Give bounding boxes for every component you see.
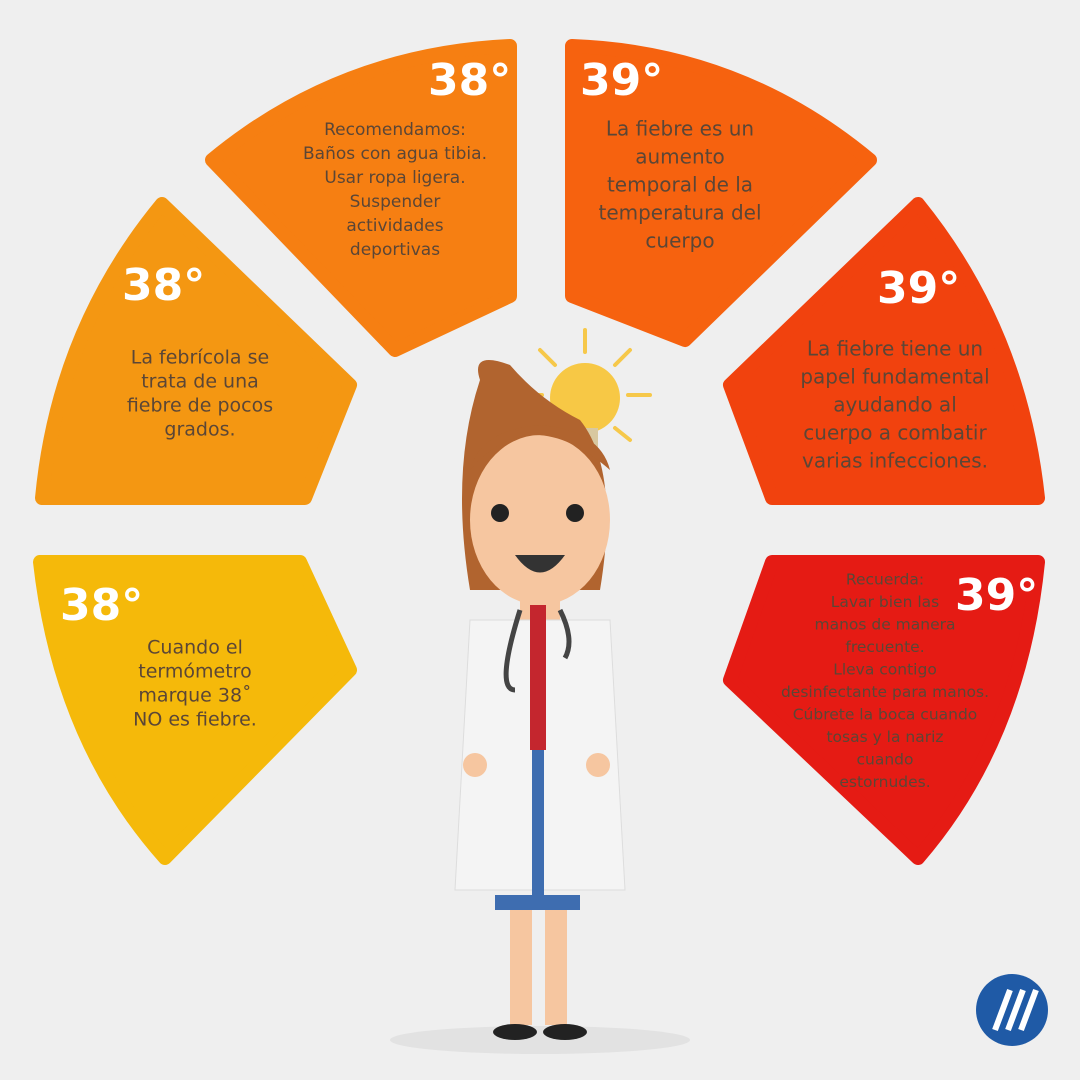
segment-text: ayudando al [833,393,957,417]
segment-text: temperatura del [598,201,761,225]
segment-shape [205,39,517,357]
segment-text: desinfectante para manos. [781,683,989,701]
temperature: 39° [877,263,960,314]
segment-text: Recomendamos: [324,120,466,140]
segment-text: papel fundamental [800,365,989,389]
segment-text: NO es fiebre. [133,709,257,731]
segment-text: Recuerda: [846,571,924,589]
logo [976,974,1048,1046]
segment-text: termómetro [138,661,251,683]
doctor [390,328,690,1054]
segment-shape [723,197,1045,505]
segment-text: varias infecciones. [802,449,988,473]
segment-text: aumento [635,145,724,169]
temperature: 39° [955,570,1038,621]
segment-text: La fiebre es un [606,117,754,141]
segment-text: Usar ropa ligera. [324,168,465,188]
segment-text: estornudes. [839,773,930,791]
segment-text: Cuando el [147,637,243,659]
segment-text: cuando [857,751,914,769]
temperature: 38° [122,260,205,311]
segment-text: Lavar bien las [831,593,939,611]
segment-shape [565,39,877,347]
segment-shape [35,197,357,505]
segment-text: frecuente. [845,638,924,656]
segment-text: La fiebre tiene un [807,337,983,361]
temperature: 38° [428,55,511,106]
temperature: 38° [60,580,143,631]
segment-text: cuerpo a combatir [803,421,987,445]
segment-shape [723,555,1045,865]
segment-text: temporal de la [607,173,753,197]
segment-text: tosas y la nariz [826,728,943,746]
segment-text: Baños con agua tibia. [303,144,487,164]
segment-text: La febrícola se [131,347,269,369]
segment-shape [33,555,357,865]
segment-text: Suspender [350,192,441,212]
segment-text: marque 38˚ [138,685,251,707]
segment-text: Lleva contigo [833,661,937,679]
segment-text: cuerpo [645,229,714,253]
segment-text: trata de una [141,371,259,393]
segment-text: grados. [164,419,235,441]
temperature: 39° [580,55,663,106]
segment-text: actividades [346,216,443,236]
segment-text: fiebre de pocos [127,395,273,417]
segment-text: Cúbrete la boca cuando [793,706,978,724]
segment-text: deportivas [350,240,440,260]
segment-text: manos de manera [814,616,955,634]
